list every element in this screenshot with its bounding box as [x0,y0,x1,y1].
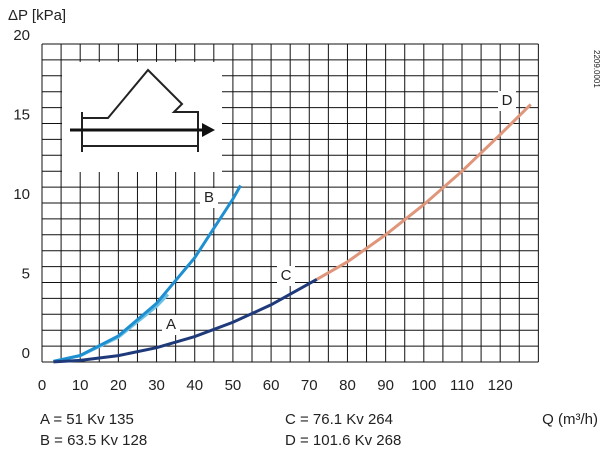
curve-label: D [502,92,513,109]
x-tick-label: 0 [38,377,46,394]
x-tick-label: 10 [72,377,89,394]
y-tick-label: 15 [13,106,30,123]
x-tick-label: 70 [301,377,318,394]
curve-label: B [204,189,214,206]
curve [53,278,318,364]
label-bg [200,188,218,208]
label-bg [277,266,295,286]
y-axis-title: ΔP [kPa] [8,7,66,24]
x-tick-label: 100 [411,377,436,394]
label-bg [498,91,516,111]
x-tick-label: 120 [488,377,513,394]
note: B = 63.5 Kv 128 [40,432,147,449]
label-bg [162,315,180,335]
curve-label: A [166,316,176,333]
curve [316,103,532,281]
x-tick-label: 40 [186,377,203,394]
curve [53,293,170,363]
x-axis-title: Q (m³/h) [542,411,598,428]
y-tick-label: 10 [13,186,30,203]
valve-outline [81,68,199,152]
curve-label: C [281,267,292,284]
x-tick-label: 60 [263,377,280,394]
x-tick-label: 90 [377,377,394,394]
x-tick-label: 20 [110,377,127,394]
curve [53,184,242,363]
note: A = 51 Kv 135 [40,411,134,428]
x-tick-label: 80 [339,377,356,394]
x-tick-label: 110 [450,377,474,394]
y-tick-label: 5 [22,265,30,282]
x-tick-label: 30 [148,377,165,394]
y-tick-label: 20 [13,27,30,44]
code: 2209.0001 [592,50,601,88]
y-tick-label: 0 [22,345,30,362]
note: C = 76.1 Kv 264 [285,411,393,428]
valve-icon [62,62,222,172]
x-tick-label: 50 [225,377,242,394]
arrow-head [202,123,215,137]
note: D = 101.6 Kv 268 [285,432,401,449]
